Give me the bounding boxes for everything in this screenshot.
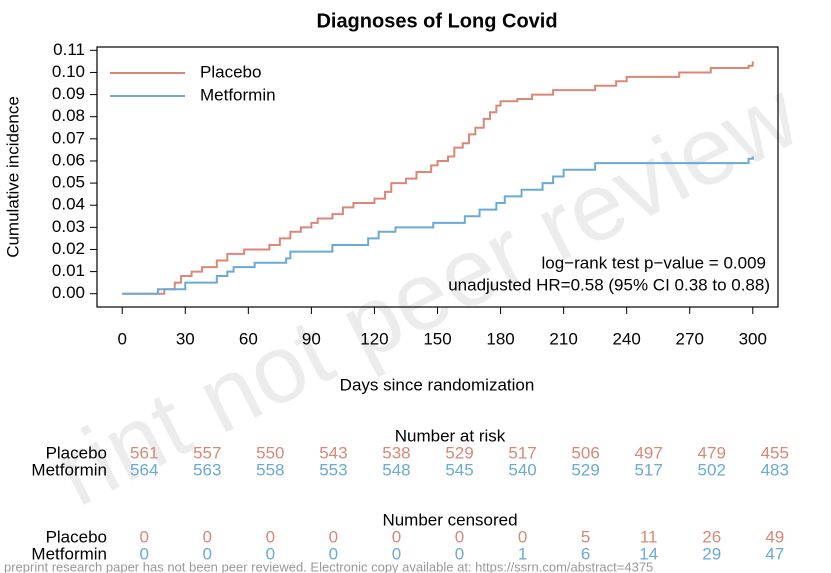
table-cell: 564 [130,460,158,479]
table-cell: 0 [392,527,401,546]
footer: preprint research paper has not been pee… [4,559,653,573]
x-tick-label: 300 [739,329,767,348]
x-tick-label: 210 [549,329,577,348]
x-tick-label: 30 [176,329,195,348]
table-cell: 558 [256,460,284,479]
table-cell: 529 [571,460,599,479]
x-axis-label: Days since randomization [340,375,535,394]
annotation: unadjusted HR=0.58 (95% CI 0.38 to 0.88) [448,275,770,294]
table-row-label: Placebo [46,443,107,462]
x-tick-label: 90 [302,329,321,348]
y-tick-label: 0.02 [52,239,85,258]
y-tick-label: 0.01 [52,261,85,280]
table-cell: 517 [634,460,662,479]
table-cell: 543 [319,443,347,462]
step-line [122,61,754,295]
y-tick-label: 0.08 [52,106,85,125]
table-cell: 29 [702,544,721,563]
table-cell: 0 [139,544,148,563]
y-tick-label: 0.00 [52,283,85,302]
table-cell: 550 [256,443,284,462]
table-row-label: Placebo [46,527,107,546]
table-cell: 0 [266,527,275,546]
table-cell: 0 [518,527,527,546]
x-tick-label: 60 [239,329,258,348]
table-cell: 455 [761,443,789,462]
step-line [122,156,754,295]
table-cell: 545 [445,460,473,479]
annotation: log−rank test p−value = 0.009 [542,253,766,272]
table-cell: 538 [382,443,410,462]
x-tick-label: 180 [486,329,514,348]
table-cell: 49 [765,527,784,546]
table-cell: 557 [193,443,221,462]
table-cell: 11 [640,527,658,546]
table-cell: 0 [139,527,148,546]
x-tick-label: 150 [423,329,451,348]
y-tick-label: 0.05 [52,173,85,192]
table-cell: 529 [445,443,473,462]
y-tick-label: 0.03 [52,217,85,236]
table-cell: 502 [698,460,726,479]
table-cell: 6 [581,544,590,563]
y-tick-label: 0.11 [53,40,85,59]
table-cell: 553 [319,460,347,479]
table-cell: 506 [571,443,599,462]
table-title: Number at risk [395,426,506,445]
x-tick-label: 270 [676,329,704,348]
table-cell: 517 [508,443,536,462]
table-cell: 540 [508,460,536,479]
table-cell: 26 [702,527,721,546]
table-cell: 0 [455,544,464,563]
table-cell: 563 [193,460,221,479]
table-row-label: Metformin [31,544,107,563]
table-cell: 497 [634,443,662,462]
y-tick-label: 0.06 [52,150,85,169]
x-tick-label: 0 [117,329,126,348]
y-tick-label: 0.09 [52,84,85,103]
chart-title: Diagnoses of Long Covid [316,10,557,32]
table-cell: 0 [392,544,401,563]
y-tick-label: 0.04 [52,195,85,214]
table-cell: 548 [382,460,410,479]
table-cell: 0 [329,544,338,563]
x-tick-label: 240 [612,329,640,348]
y-tick-label: 0.10 [52,62,85,81]
table-cell: 47 [765,544,784,563]
table-cell: 561 [130,443,158,462]
table-row-label: Metformin [31,460,107,479]
table-cell: 0 [455,527,464,546]
y-tick-label: 0.07 [52,128,85,147]
table-cell: 479 [698,443,726,462]
legend-label: Metformin [200,85,276,104]
x-tick-label: 120 [360,329,388,348]
table-cell: 14 [639,544,658,563]
table-cell: 0 [329,527,338,546]
table-cell: 1 [518,544,527,563]
legend-label: Placebo [200,62,261,81]
table-cell: 483 [761,460,789,479]
y-axis-label: Cumulative incidence [3,96,22,258]
table-cell: 0 [203,527,212,546]
table-cell: 5 [581,527,590,546]
table-title: Number censored [382,510,517,529]
table-cell: 0 [203,544,212,563]
table-cell: 0 [266,544,275,563]
